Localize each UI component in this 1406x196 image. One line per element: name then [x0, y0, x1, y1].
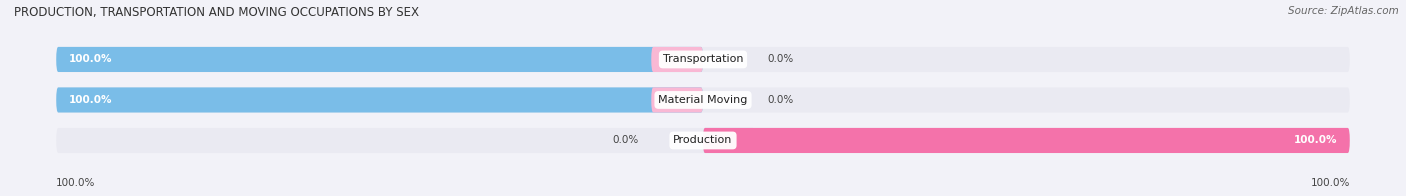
- Text: Production: Production: [673, 135, 733, 145]
- FancyBboxPatch shape: [651, 47, 703, 72]
- FancyBboxPatch shape: [56, 128, 1350, 153]
- FancyBboxPatch shape: [56, 87, 703, 113]
- Text: Transportation: Transportation: [662, 54, 744, 64]
- FancyBboxPatch shape: [56, 47, 1350, 72]
- FancyBboxPatch shape: [56, 47, 703, 72]
- Text: 0.0%: 0.0%: [768, 95, 794, 105]
- Text: Material Moving: Material Moving: [658, 95, 748, 105]
- Text: 100.0%: 100.0%: [56, 178, 96, 188]
- Text: PRODUCTION, TRANSPORTATION AND MOVING OCCUPATIONS BY SEX: PRODUCTION, TRANSPORTATION AND MOVING OC…: [14, 6, 419, 19]
- FancyBboxPatch shape: [703, 128, 755, 153]
- Text: 100.0%: 100.0%: [69, 95, 112, 105]
- Text: 100.0%: 100.0%: [1310, 178, 1350, 188]
- Text: 100.0%: 100.0%: [1294, 135, 1337, 145]
- Text: 100.0%: 100.0%: [69, 54, 112, 64]
- FancyBboxPatch shape: [651, 87, 703, 113]
- Text: Source: ZipAtlas.com: Source: ZipAtlas.com: [1288, 6, 1399, 16]
- FancyBboxPatch shape: [56, 87, 1350, 113]
- Text: 0.0%: 0.0%: [612, 135, 638, 145]
- FancyBboxPatch shape: [703, 128, 1350, 153]
- Text: 0.0%: 0.0%: [768, 54, 794, 64]
